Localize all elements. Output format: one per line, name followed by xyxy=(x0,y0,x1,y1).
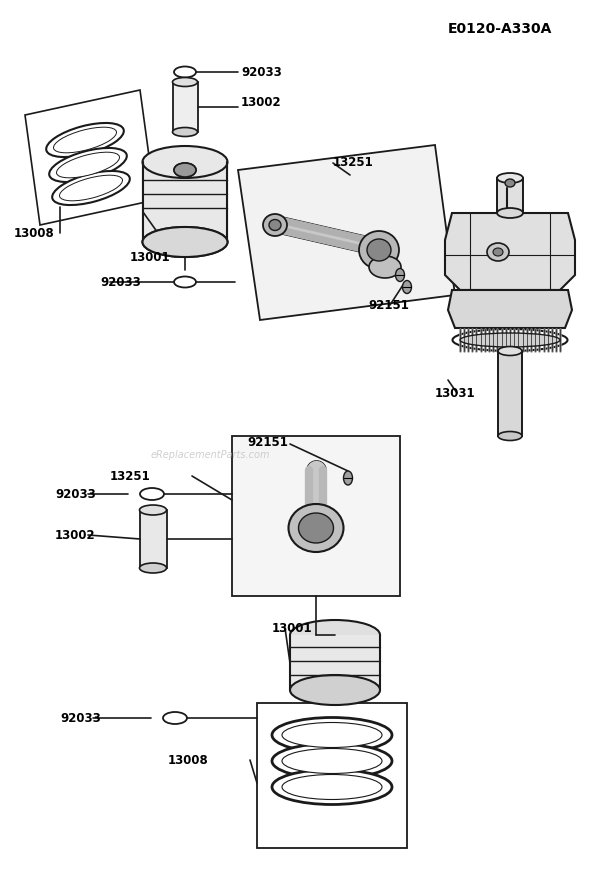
Ellipse shape xyxy=(290,620,380,650)
Ellipse shape xyxy=(263,214,287,236)
Ellipse shape xyxy=(60,175,123,201)
Bar xyxy=(497,178,523,213)
Bar xyxy=(140,510,167,568)
Ellipse shape xyxy=(272,718,392,753)
Ellipse shape xyxy=(498,432,522,440)
Bar xyxy=(173,82,198,132)
Ellipse shape xyxy=(272,769,392,805)
Ellipse shape xyxy=(272,744,392,779)
Bar xyxy=(232,436,400,596)
Text: 13002: 13002 xyxy=(55,528,96,542)
Ellipse shape xyxy=(139,563,166,573)
Text: 13008: 13008 xyxy=(14,227,55,240)
Text: eReplacementParts.com: eReplacementParts.com xyxy=(150,450,270,460)
Bar xyxy=(290,635,380,690)
Ellipse shape xyxy=(52,171,130,205)
Ellipse shape xyxy=(172,78,198,86)
Ellipse shape xyxy=(174,163,196,177)
Ellipse shape xyxy=(54,127,116,153)
Bar xyxy=(498,351,522,436)
Ellipse shape xyxy=(402,281,411,294)
Ellipse shape xyxy=(299,513,333,543)
Ellipse shape xyxy=(46,123,124,157)
Ellipse shape xyxy=(282,748,382,773)
Text: 13251: 13251 xyxy=(110,469,151,482)
Text: 13251: 13251 xyxy=(333,156,373,169)
Ellipse shape xyxy=(174,66,196,78)
Text: 92033: 92033 xyxy=(100,276,141,289)
Ellipse shape xyxy=(172,127,198,137)
Text: E0120-A330A: E0120-A330A xyxy=(448,22,552,36)
Ellipse shape xyxy=(282,723,382,747)
Ellipse shape xyxy=(493,248,503,256)
Ellipse shape xyxy=(49,148,127,182)
Ellipse shape xyxy=(174,163,196,177)
Polygon shape xyxy=(448,290,572,328)
Polygon shape xyxy=(445,213,575,290)
Text: 92151: 92151 xyxy=(247,435,288,448)
Polygon shape xyxy=(238,145,455,320)
Ellipse shape xyxy=(143,227,228,257)
Ellipse shape xyxy=(290,675,380,705)
Ellipse shape xyxy=(269,220,281,230)
Bar xyxy=(143,162,227,242)
Ellipse shape xyxy=(343,471,352,485)
Ellipse shape xyxy=(460,333,560,347)
Ellipse shape xyxy=(139,505,166,515)
Text: 92033: 92033 xyxy=(60,712,101,725)
Ellipse shape xyxy=(497,208,523,218)
Ellipse shape xyxy=(289,504,343,552)
Text: 92033: 92033 xyxy=(55,487,96,501)
Ellipse shape xyxy=(140,488,164,500)
Ellipse shape xyxy=(395,269,405,282)
Polygon shape xyxy=(25,90,155,225)
Text: 13001: 13001 xyxy=(130,250,171,263)
Ellipse shape xyxy=(163,712,187,724)
Text: 92151: 92151 xyxy=(368,298,409,311)
Ellipse shape xyxy=(487,243,509,261)
Ellipse shape xyxy=(453,329,568,351)
Ellipse shape xyxy=(498,346,522,356)
Ellipse shape xyxy=(282,774,382,800)
Ellipse shape xyxy=(143,146,228,178)
Text: 92033: 92033 xyxy=(241,65,282,78)
Ellipse shape xyxy=(505,179,515,187)
Ellipse shape xyxy=(497,173,523,183)
Ellipse shape xyxy=(369,256,401,278)
Text: 13002: 13002 xyxy=(241,96,281,108)
Text: 13001: 13001 xyxy=(272,622,313,635)
Text: 13008: 13008 xyxy=(168,753,209,766)
Ellipse shape xyxy=(359,231,399,269)
Ellipse shape xyxy=(143,227,228,257)
Ellipse shape xyxy=(174,276,196,288)
Ellipse shape xyxy=(367,239,391,261)
Bar xyxy=(257,703,407,848)
Ellipse shape xyxy=(57,153,120,178)
Text: 13031: 13031 xyxy=(435,386,476,399)
